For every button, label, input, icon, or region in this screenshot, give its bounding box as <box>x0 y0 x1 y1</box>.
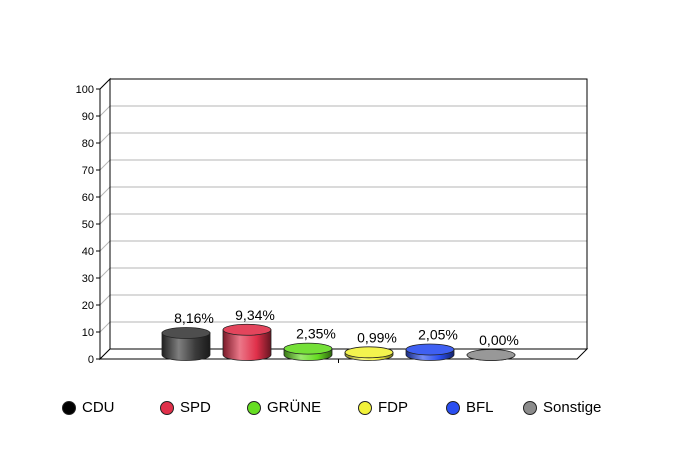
legend-label: BFL <box>466 399 494 416</box>
y-tick-label: 100 <box>76 84 94 96</box>
bar-fdp <box>344 346 394 361</box>
bar-top <box>283 342 333 355</box>
legend-item-grüne: GRÜNE <box>247 399 321 416</box>
bar-sonstige <box>466 349 516 361</box>
gridline-side <box>99 186 111 198</box>
y-tick-label: 10 <box>82 327 94 339</box>
y-tick-label: 50 <box>82 219 94 231</box>
legend-item-bfl: BFL <box>446 399 494 416</box>
data-label: 9,34% <box>235 307 275 323</box>
y-tick-label: 40 <box>82 246 94 258</box>
bar-top <box>466 349 516 361</box>
bar-top <box>344 346 394 359</box>
data-label: 2,05% <box>418 326 458 342</box>
gridline-side <box>99 294 111 306</box>
gridline-side <box>99 159 111 171</box>
legend-item-cdu: CDU <box>62 399 115 416</box>
bar-bfl <box>405 343 455 361</box>
y-tick-label: 0 <box>88 354 94 366</box>
bar-spd <box>222 323 272 361</box>
data-label: 0,00% <box>479 332 519 348</box>
legend-label: SPD <box>180 399 211 416</box>
gridline-side <box>99 132 111 144</box>
y-tick-label: 20 <box>82 300 94 312</box>
gridline-side <box>99 213 111 225</box>
data-label: 8,16% <box>174 310 214 326</box>
data-label: 2,35% <box>296 326 336 342</box>
y-tick-label: 30 <box>82 273 94 285</box>
y-tick-label: 70 <box>82 165 94 177</box>
chart-data-labels: 8,16% 9,34% 2,35% 0,99% 2,05% 0,00% <box>174 307 519 348</box>
data-label: 0,99% <box>357 329 397 345</box>
gridline-side <box>99 321 111 333</box>
legend-swatch <box>62 400 76 415</box>
bar-grüne <box>283 342 333 361</box>
bar-body <box>161 332 211 361</box>
legend-swatch <box>160 400 174 415</box>
y-tick-label: 90 <box>82 111 94 123</box>
legend-item-sonstige: Sonstige <box>523 399 601 416</box>
legend-label: CDU <box>82 399 115 416</box>
gridline-side <box>99 105 111 117</box>
y-tick-label: 60 <box>82 192 94 204</box>
bar-top <box>161 327 211 339</box>
chart-frame: 0 10 20 30 40 50 60 70 80 90 100 <box>76 77 589 366</box>
bar-cdu <box>161 327 211 361</box>
gridline-side <box>99 267 111 279</box>
bar-body <box>222 329 272 361</box>
gridline-side <box>99 240 111 252</box>
legend-item-fdp: FDP <box>358 399 408 416</box>
chart-bars <box>161 323 516 361</box>
bar-top <box>222 323 272 336</box>
legend-swatch <box>358 400 372 415</box>
legend-item-spd: SPD <box>160 399 211 416</box>
chart-legend: CDU SPD GRÜNE FDP BFL Sonstige <box>62 399 652 423</box>
legend-label: Sonstige <box>543 399 602 416</box>
legend-swatch <box>247 400 261 415</box>
legend-label: GRÜNE <box>267 399 322 416</box>
bar-top <box>405 343 455 356</box>
chart-back-outline <box>110 78 588 349</box>
legend-swatch <box>523 400 537 415</box>
legend-label: FDP <box>378 399 408 416</box>
legend-swatch <box>446 400 460 415</box>
y-tick-label: 80 <box>82 138 94 150</box>
